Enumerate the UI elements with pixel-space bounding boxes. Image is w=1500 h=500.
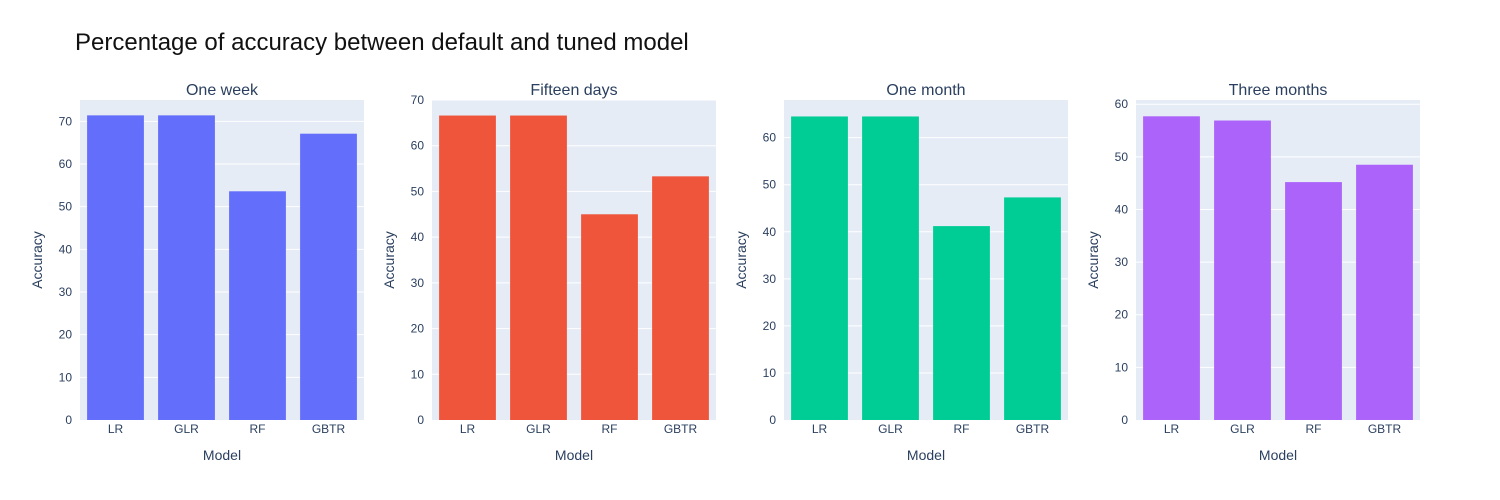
subplot-title: Fifteen days [530, 82, 617, 99]
y-tick-label: 0 [1121, 413, 1128, 427]
y-tick-label: 30 [59, 285, 73, 299]
subplot-title: Three months [1229, 82, 1328, 99]
subplot-3: 0 10 20 30 40 50 60 LR GLR RF GBTR One month Model Ac… [733, 82, 1068, 463]
y-tick-label: 40 [1115, 202, 1129, 216]
y-tick-label: 60 [411, 139, 425, 153]
bar-gbtr [1004, 197, 1061, 420]
y-tick-label: 20 [411, 322, 425, 336]
y-tick-label: 30 [763, 272, 777, 286]
y-axis-title: Accuracy [29, 231, 45, 289]
y-tick-label: 60 [59, 157, 73, 171]
bar-gbtr [300, 133, 357, 420]
y-tick-label: 10 [411, 367, 425, 381]
y-tick-label: 50 [763, 178, 777, 192]
x-tick-label: LR [1164, 422, 1180, 436]
bar-glr [158, 115, 215, 421]
y-tick-label: 20 [1115, 308, 1129, 322]
y-tick-label: 70 [411, 93, 425, 107]
bar-rf [1285, 182, 1342, 420]
x-tick-label: GLR [526, 422, 551, 436]
x-tick-label: GBTR [1368, 422, 1402, 436]
y-tick-label: 20 [763, 319, 777, 333]
y-axis-title: Accuracy [381, 231, 397, 289]
y-tick-label: 30 [1115, 255, 1129, 269]
x-tick-label: RF [1306, 422, 1322, 436]
x-tick-label: GLR [174, 422, 199, 436]
bar-gbtr [652, 176, 709, 420]
y-tick-label: 0 [417, 413, 424, 427]
x-tick-label: GBTR [664, 422, 698, 436]
y-axis-title: Accuracy [1085, 231, 1101, 289]
y-tick-label: 40 [59, 242, 73, 256]
bar-glr [862, 116, 919, 421]
y-tick-label: 50 [411, 184, 425, 198]
chart-main-title: Percentage of accuracy between default a… [75, 29, 689, 56]
x-tick-label: GLR [878, 422, 903, 436]
bar-lr [1143, 116, 1200, 420]
x-tick-label: GLR [1230, 422, 1255, 436]
y-tick-label: 70 [59, 114, 73, 128]
x-tick-label: LR [108, 422, 124, 436]
y-tick-label: 0 [65, 413, 72, 427]
y-axis-title: Accuracy [733, 231, 749, 289]
y-tick-label: 10 [59, 370, 73, 384]
y-tick-label: 40 [763, 225, 777, 239]
x-tick-label: RF [602, 422, 618, 436]
bar-glr [1214, 120, 1271, 421]
subplot-title: One week [186, 82, 259, 99]
x-axis-title: Model [1259, 447, 1297, 463]
x-tick-label: RF [250, 422, 266, 436]
x-tick-label: GBTR [312, 422, 346, 436]
bar-lr [791, 116, 848, 421]
subplot-2: 0 10 20 30 40 50 60 70 LR GLR RF GBTR Fifteen days Mo… [381, 82, 716, 463]
bar-glr [510, 115, 567, 421]
bar-lr [439, 115, 496, 421]
y-tick-label: 60 [1115, 97, 1129, 111]
bar-rf [581, 214, 638, 420]
bar-rf [933, 226, 990, 420]
subplot-1: 0 10 20 30 40 50 60 70 LR GLR RF GBTR One week Model A… [29, 82, 364, 463]
x-tick-label: LR [812, 422, 828, 436]
x-tick-label: GBTR [1016, 422, 1050, 436]
y-tick-label: 10 [763, 366, 777, 380]
subplot-4: 0 10 20 30 40 50 60 LR GLR RF GBTR Three months Mode… [1085, 82, 1420, 463]
y-tick-label: 60 [763, 131, 777, 145]
bar-rf [229, 191, 286, 420]
x-tick-label: LR [460, 422, 476, 436]
y-tick-label: 50 [59, 200, 73, 214]
subplot-title: One month [886, 82, 965, 99]
x-axis-title: Model [555, 447, 593, 463]
y-tick-label: 40 [411, 230, 425, 244]
x-axis-title: Model [907, 447, 945, 463]
y-tick-label: 20 [59, 328, 73, 342]
bar-lr [87, 115, 144, 421]
y-tick-label: 30 [411, 276, 425, 290]
x-tick-label: RF [954, 422, 970, 436]
y-tick-label: 50 [1115, 150, 1129, 164]
y-tick-label: 0 [769, 413, 776, 427]
x-axis-title: Model [203, 447, 241, 463]
bar-gbtr [1356, 164, 1413, 420]
y-tick-label: 10 [1115, 360, 1129, 374]
